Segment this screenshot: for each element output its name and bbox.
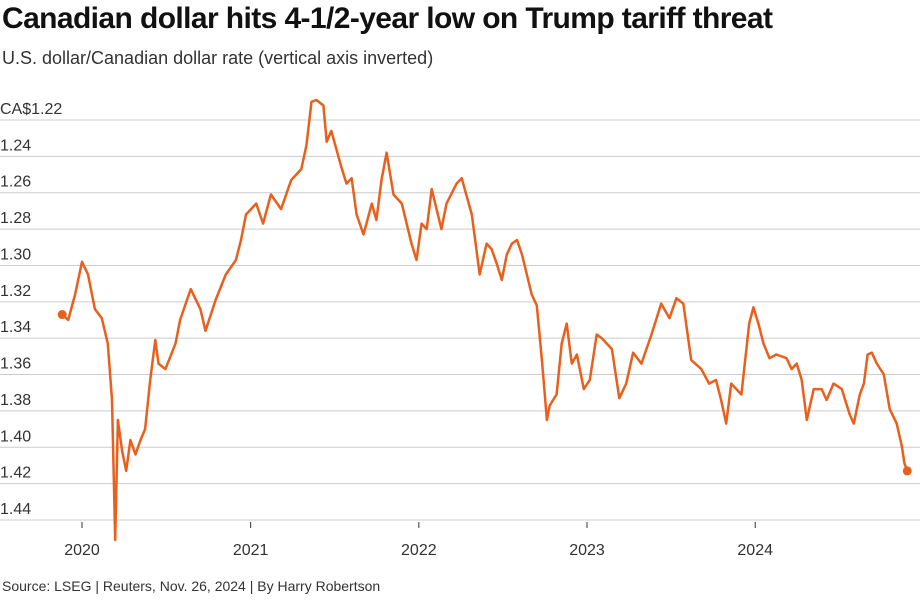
x-tick-label: 2021 [233, 542, 269, 559]
data-line [61, 98, 909, 542]
y-tick-label: CA$1.22 [0, 101, 62, 118]
start-marker [57, 310, 67, 320]
y-tick-label: 1.28 [0, 210, 31, 227]
end-marker [902, 466, 912, 476]
y-tick-label: 1.32 [0, 283, 31, 300]
x-tick-label: 2023 [569, 542, 605, 559]
chart-subtitle: U.S. dollar/Canadian dollar rate (vertic… [2, 48, 434, 68]
y-tick-label: 1.36 [0, 356, 31, 373]
y-tick-label: 1.34 [0, 319, 31, 336]
y-tick-label: 1.44 [0, 501, 31, 518]
chart-title: Canadian dollar hits 4-1/2-year low on T… [2, 2, 773, 35]
x-tick-label: 2024 [737, 542, 773, 559]
y-tick-label: 1.30 [0, 246, 31, 263]
x-tick-label: 2020 [64, 542, 100, 559]
y-tick-label: 1.26 [0, 174, 31, 191]
y-tick-label: 1.40 [0, 428, 31, 445]
y-tick-label: 1.24 [0, 137, 31, 154]
y-tick-label: 1.42 [0, 465, 31, 482]
source-note: Source: LSEG | Reuters, Nov. 26, 2024 | … [2, 578, 381, 594]
y-tick-label: 1.38 [0, 392, 31, 409]
x-tick-label: 2022 [401, 542, 437, 559]
